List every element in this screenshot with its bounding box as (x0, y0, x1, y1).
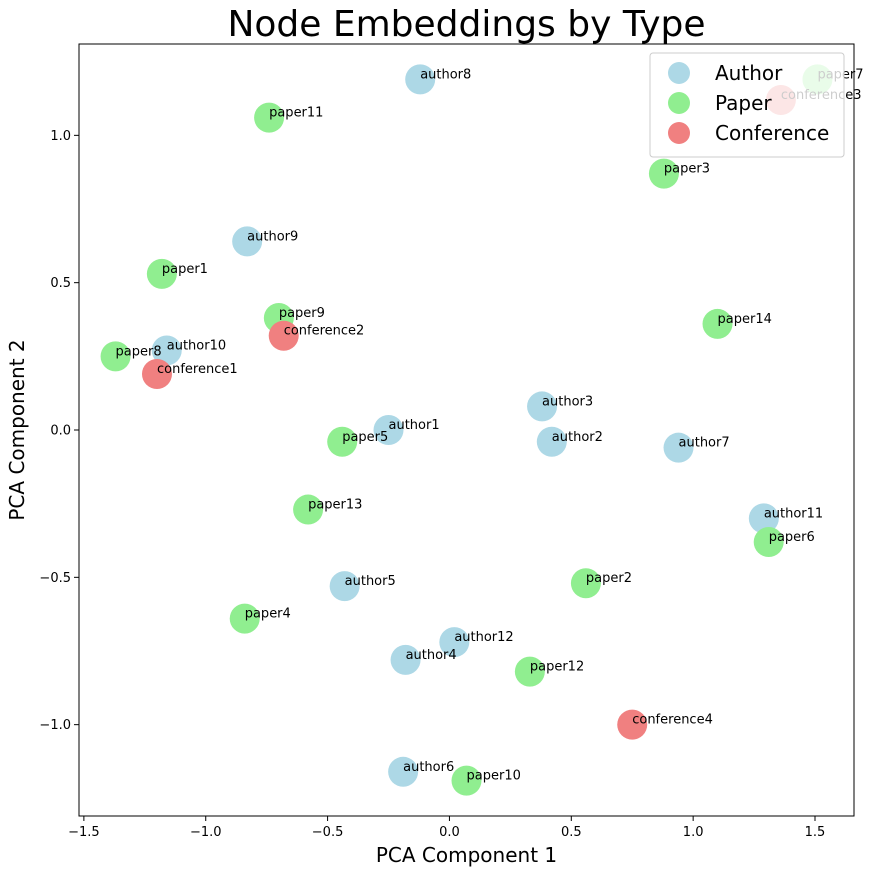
legend-marker-paper (668, 92, 690, 114)
point-author5 (329, 571, 360, 602)
x-axis: −1.5 −1.0 −0.5 0.0 0.5 1.0 1.5 (68, 816, 825, 840)
point-paper6 (753, 526, 784, 557)
y-tick-label: −1.0 (39, 718, 71, 733)
point-label-conference1: conference1 (157, 362, 238, 377)
point-paper5 (327, 426, 358, 457)
point-label-author2: author2 (552, 430, 603, 445)
point-paper11 (254, 102, 285, 133)
point-label-paper3: paper3 (664, 162, 710, 177)
point-label-paper8: paper8 (116, 344, 162, 359)
point-author2 (536, 426, 567, 457)
y-tick-label: 0.0 (50, 424, 71, 439)
point-author7 (663, 432, 694, 463)
point-label-author11: author11 (764, 506, 823, 521)
point-conference2 (268, 320, 299, 351)
point-label-paper9: paper9 (279, 306, 325, 321)
point-label-author6: author6 (403, 760, 454, 775)
point-label-author3: author3 (542, 394, 593, 409)
point-label-paper5: paper5 (342, 430, 388, 445)
x-tick-label: −1.0 (190, 825, 222, 840)
point-label-paper1: paper1 (162, 262, 208, 277)
x-tick-label: 1.5 (805, 825, 826, 840)
point-conference4 (617, 709, 648, 740)
x-tick-label: −1.5 (68, 825, 100, 840)
legend-marker-conference (668, 122, 690, 144)
point-label-paper2: paper2 (586, 571, 632, 586)
point-author10 (151, 335, 182, 366)
point-label-paper14: paper14 (718, 312, 772, 327)
x-tick-label: −0.5 (312, 825, 344, 840)
point-label-paper12: paper12 (530, 660, 584, 675)
point-label-author1: author1 (389, 418, 440, 433)
legend-box (649, 52, 845, 158)
point-paper4 (229, 603, 260, 634)
point-label-author7: author7 (679, 436, 730, 451)
y-tick-label: 0.5 (50, 276, 71, 291)
point-author8 (405, 64, 436, 95)
point-author1 (373, 415, 404, 445)
legend-label-paper: Paper (715, 91, 772, 115)
legend-marker-author (668, 62, 690, 84)
legend-label-conference: Conference (715, 121, 829, 145)
point-label-paper13: paper13 (308, 498, 362, 513)
point-author11 (748, 503, 779, 534)
y-axis: −1.0 −0.5 0.0 0.5 1.0 (39, 129, 79, 733)
point-label-author8: author8 (420, 67, 471, 82)
point-label-conference2: conference2 (284, 324, 365, 339)
point-label-conference4: conference4 (632, 713, 713, 728)
y-axis-title: PCA Component 2 (5, 339, 29, 520)
point-label-paper11: paper11 (269, 106, 323, 121)
plot-frame (78, 43, 855, 817)
point-author12 (439, 627, 470, 658)
point-paper14 (702, 308, 733, 339)
point-paper13 (293, 494, 324, 525)
point-paper8 (100, 341, 131, 372)
point-label-paper6: paper6 (769, 530, 815, 545)
point-label-author5: author5 (345, 574, 396, 589)
point-author4 (390, 644, 421, 675)
x-tick-label: 0.0 (439, 825, 460, 840)
plot-area (100, 64, 833, 796)
point-conference1 (141, 359, 172, 390)
point-labels: author1 author2 author3 author4 author5 autho… (116, 67, 864, 783)
point-paper3 (648, 158, 679, 189)
x-tick-label: 1.0 (683, 825, 704, 840)
legend: Author Paper Conference (649, 52, 845, 158)
point-label-author12: author12 (454, 630, 513, 645)
point-author6 (388, 756, 419, 787)
point-label-paper10: paper10 (467, 769, 521, 784)
point-paper10 (451, 765, 482, 796)
point-label-author10: author10 (167, 338, 226, 353)
point-author3 (527, 391, 558, 422)
y-tick-label: 1.0 (50, 129, 71, 144)
y-tick-label: −0.5 (39, 571, 71, 586)
point-author9 (232, 226, 263, 257)
point-label-author4: author4 (406, 648, 457, 663)
point-label-paper4: paper4 (245, 607, 291, 622)
point-paper12 (514, 656, 545, 687)
x-tick-label: 0.5 (561, 825, 582, 840)
chart-title: Node Embeddings by Type (227, 4, 705, 45)
legend-label-author: Author (715, 61, 783, 85)
point-label-author9: author9 (247, 229, 298, 244)
x-axis-title: PCA Component 1 (376, 843, 557, 867)
point-paper1 (146, 258, 177, 289)
point-paper2 (570, 568, 601, 599)
